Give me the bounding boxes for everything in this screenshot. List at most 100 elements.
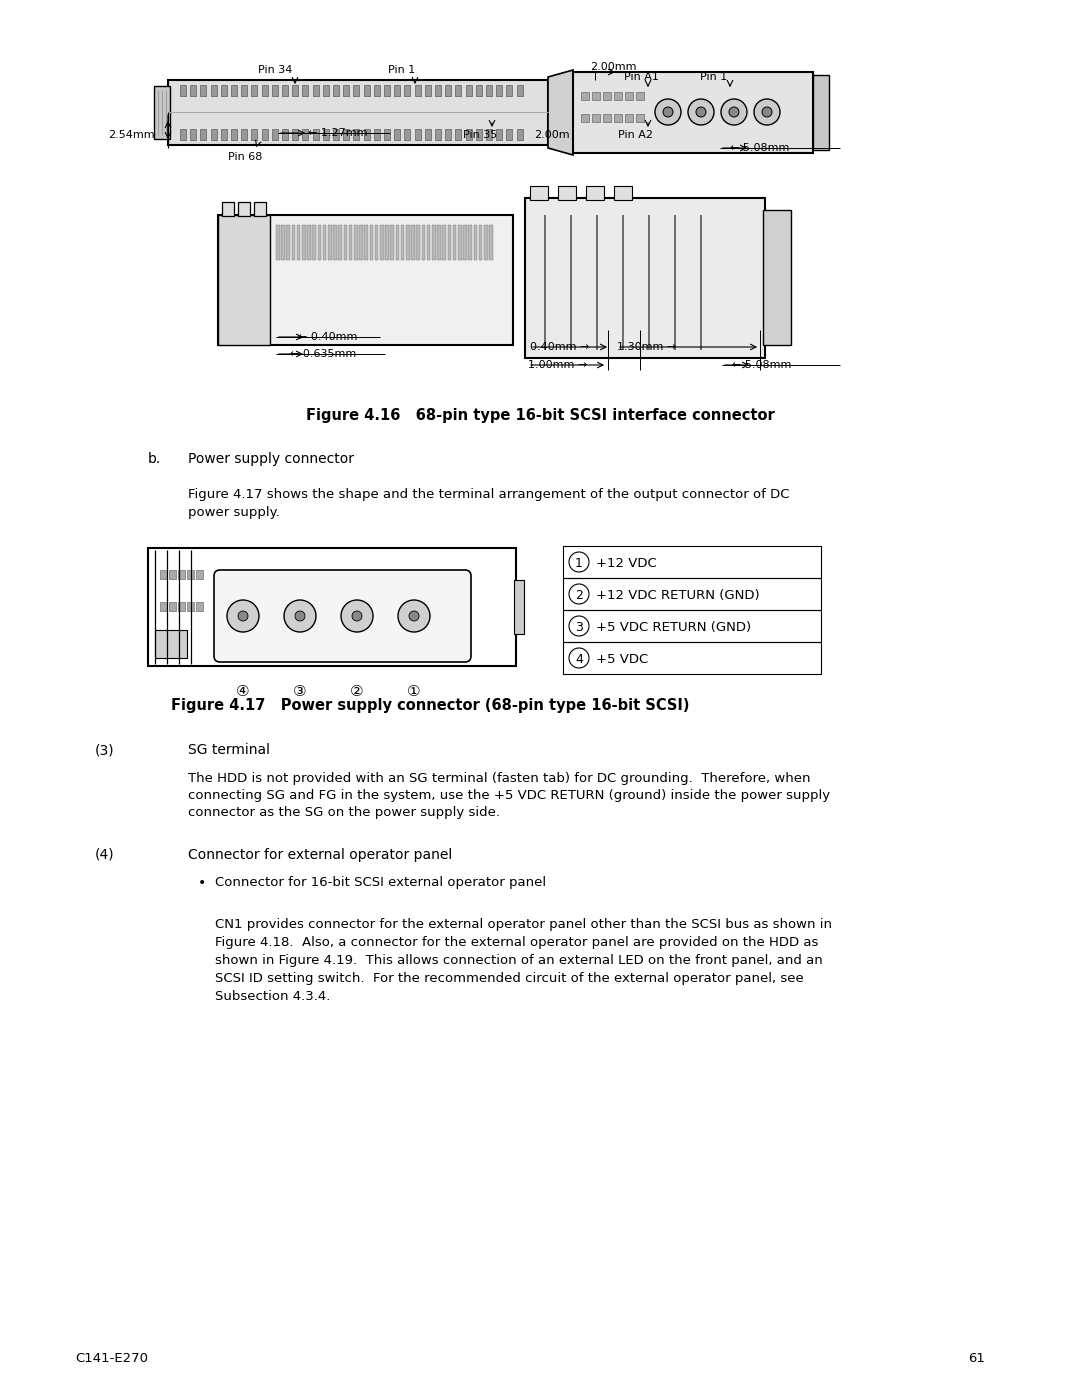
Text: (4): (4)	[95, 848, 114, 862]
Text: 2: 2	[575, 590, 583, 602]
Bar	[168, 570, 176, 578]
Bar	[496, 129, 502, 140]
Bar	[312, 225, 315, 260]
Bar	[281, 225, 285, 260]
Circle shape	[762, 108, 772, 117]
Text: 2.54mm: 2.54mm	[108, 130, 154, 140]
Bar	[286, 225, 289, 260]
Bar	[343, 85, 349, 96]
Text: Pin 35: Pin 35	[463, 130, 497, 140]
Bar	[374, 129, 380, 140]
Bar	[489, 225, 492, 260]
Bar	[156, 630, 187, 658]
Bar	[636, 92, 644, 101]
Text: Pin 34: Pin 34	[258, 66, 293, 75]
Bar	[323, 225, 326, 260]
Circle shape	[399, 599, 430, 631]
Bar	[384, 129, 390, 140]
Text: Pin 68: Pin 68	[228, 152, 262, 162]
Bar	[516, 85, 523, 96]
Bar	[625, 115, 633, 122]
Bar	[603, 92, 611, 101]
Bar	[178, 570, 185, 578]
Text: ①: ①	[407, 685, 421, 698]
Bar	[465, 85, 472, 96]
Bar	[476, 85, 482, 96]
Bar	[254, 203, 266, 217]
Bar	[427, 225, 430, 260]
Bar	[338, 225, 342, 260]
Circle shape	[569, 616, 589, 636]
Bar	[474, 225, 477, 260]
Bar	[615, 115, 622, 122]
Text: connector as the SG on the power supply side.: connector as the SG on the power supply …	[188, 806, 500, 819]
Bar	[168, 80, 548, 145]
Circle shape	[754, 99, 780, 124]
Bar	[813, 75, 829, 149]
Bar	[445, 85, 451, 96]
Bar	[318, 225, 321, 260]
Bar	[486, 129, 492, 140]
Bar	[563, 610, 821, 643]
Bar	[187, 570, 194, 578]
Text: Figure 4.16   68-pin type 16-bit SCSI interface connector: Figure 4.16 68-pin type 16-bit SCSI inte…	[306, 408, 774, 423]
Bar	[469, 225, 472, 260]
Text: 1.30mm →: 1.30mm →	[617, 342, 676, 352]
Bar	[486, 85, 492, 96]
Bar	[261, 85, 268, 96]
Bar	[395, 225, 400, 260]
Bar	[160, 602, 167, 610]
Bar	[252, 85, 257, 96]
Bar	[456, 85, 461, 96]
Text: Connector for external operator panel: Connector for external operator panel	[188, 848, 453, 862]
Bar	[349, 225, 352, 260]
Bar	[328, 225, 332, 260]
Polygon shape	[548, 70, 573, 155]
Text: 61: 61	[968, 1352, 985, 1365]
Bar	[218, 215, 513, 345]
Text: ④: ④	[237, 685, 249, 698]
Bar	[222, 203, 234, 217]
Bar	[195, 570, 203, 578]
Bar	[435, 129, 441, 140]
Text: (3): (3)	[95, 743, 114, 757]
Bar	[437, 225, 441, 260]
Bar	[563, 643, 821, 673]
Text: The HDD is not provided with an SG terminal (fasten tab) for DC grounding.  Ther: The HDD is not provided with an SG termi…	[188, 773, 810, 785]
Bar	[435, 85, 441, 96]
Bar	[394, 129, 401, 140]
Circle shape	[729, 108, 739, 117]
Text: CN1 provides connector for the external operator panel other than the SCSI bus a: CN1 provides connector for the external …	[215, 918, 832, 930]
Bar	[530, 186, 548, 200]
Bar	[581, 92, 589, 101]
Text: connecting SG and FG in the system, use the +5 VDC RETURN (ground) inside the po: connecting SG and FG in the system, use …	[188, 789, 831, 802]
Bar	[302, 129, 309, 140]
Text: ③: ③	[293, 685, 307, 698]
Bar	[453, 225, 457, 260]
Text: +5 VDC: +5 VDC	[596, 652, 648, 666]
Bar	[282, 85, 288, 96]
Bar	[762, 210, 791, 345]
Text: Pin A2: Pin A2	[618, 130, 653, 140]
Bar	[443, 225, 446, 260]
Bar	[360, 225, 363, 260]
Bar	[160, 570, 167, 578]
Bar	[252, 129, 257, 140]
Bar	[625, 92, 633, 101]
Bar	[484, 225, 487, 260]
Text: +12 VDC RETURN (GND): +12 VDC RETURN (GND)	[596, 590, 759, 602]
Bar	[592, 92, 600, 101]
Bar	[369, 225, 373, 260]
Bar	[478, 225, 483, 260]
Bar	[343, 225, 347, 260]
Text: ← 0.635mm: ← 0.635mm	[291, 349, 356, 359]
Text: ← 0.40mm: ← 0.40mm	[298, 332, 357, 342]
Text: 2.00mm: 2.00mm	[590, 61, 636, 73]
Bar	[302, 225, 306, 260]
Bar	[615, 186, 632, 200]
Text: C141-E270: C141-E270	[75, 1352, 148, 1365]
Bar	[563, 578, 821, 610]
Bar	[293, 129, 298, 140]
Bar	[463, 225, 467, 260]
Bar	[615, 92, 622, 101]
